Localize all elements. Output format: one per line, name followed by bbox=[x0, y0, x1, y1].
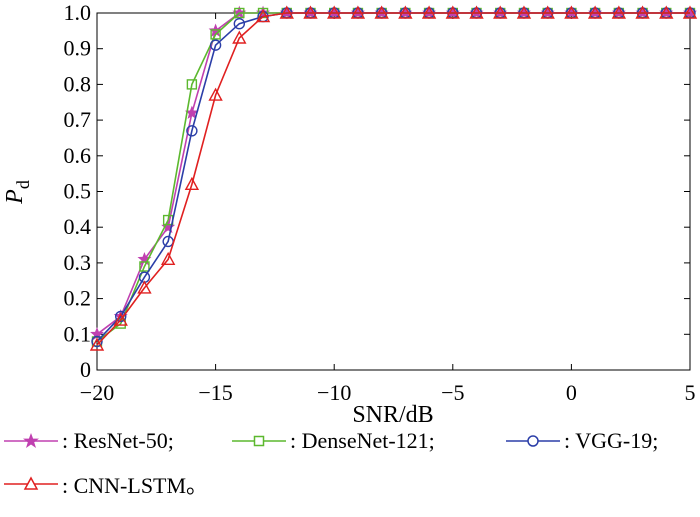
y-tick-label: 1.0 bbox=[64, 0, 92, 25]
data-point bbox=[635, 5, 650, 19]
square-marker-icon bbox=[232, 435, 286, 447]
series-line bbox=[96, 12, 690, 343]
data-point bbox=[682, 5, 698, 19]
data-point bbox=[184, 176, 200, 191]
y-tick-label: 0.8 bbox=[64, 71, 92, 96]
data-point bbox=[587, 5, 603, 19]
circle-marker-icon bbox=[506, 435, 560, 447]
x-tick-label: 5 bbox=[685, 380, 696, 405]
legend-item-densenet: : DenseNet-121; bbox=[232, 428, 435, 454]
data-point bbox=[493, 5, 508, 19]
x-tick-label: −5 bbox=[441, 380, 464, 405]
data-point bbox=[232, 30, 247, 44]
series-3 bbox=[89, 5, 698, 351]
data-point bbox=[421, 5, 437, 19]
data-point bbox=[91, 335, 103, 348]
x-tick-label: 0 bbox=[566, 380, 577, 405]
legend-item-cnn-lstm: : CNN-LSTM。 bbox=[4, 468, 208, 500]
data-point bbox=[398, 5, 413, 19]
series-2 bbox=[91, 7, 696, 348]
data-point bbox=[234, 7, 245, 19]
data-point bbox=[611, 5, 627, 19]
series-layer bbox=[89, 5, 698, 351]
data-point bbox=[139, 261, 150, 272]
star-marker-icon bbox=[4, 433, 58, 448]
series-line bbox=[96, 12, 690, 335]
data-point bbox=[186, 125, 198, 137]
x-tick-label: −15 bbox=[198, 380, 232, 405]
data-point bbox=[186, 79, 198, 90]
legend: : ResNet-50; : DenseNet-121; : VGG-19; :… bbox=[0, 428, 700, 517]
data-point bbox=[160, 251, 176, 266]
data-point bbox=[279, 5, 294, 19]
data-point bbox=[374, 5, 389, 19]
data-point bbox=[540, 5, 555, 19]
legend-label: : DenseNet-121; bbox=[290, 428, 435, 453]
legend-label: : CNN-LSTM。 bbox=[62, 473, 209, 498]
y-tick-label: 0 bbox=[80, 357, 91, 382]
plot-frame bbox=[96, 12, 691, 371]
x-tick-label: −20 bbox=[80, 380, 114, 405]
data-point bbox=[208, 87, 223, 101]
y-tick-label: 0.5 bbox=[64, 179, 92, 204]
y-tick-label: 0.6 bbox=[64, 143, 92, 168]
data-point bbox=[137, 280, 152, 294]
line-chart: −20 −15 −10 −5 0 5 0 0.1 0.2 0.3 0.4 0.5 0.6 0.7 0.8 0.… bbox=[2, 0, 698, 428]
data-point bbox=[469, 5, 484, 19]
y-axis-label: Pd bbox=[2, 180, 33, 205]
data-point bbox=[327, 5, 342, 19]
data-point bbox=[115, 310, 127, 323]
legend-item-resnet: : ResNet-50; bbox=[4, 428, 174, 454]
data-point bbox=[210, 29, 221, 40]
triangle-marker-icon bbox=[4, 476, 58, 490]
y-tick-label: 0.2 bbox=[64, 286, 92, 311]
legend-item-vgg: : VGG-19; bbox=[506, 428, 658, 454]
y-tick-label: 0.7 bbox=[64, 107, 92, 132]
data-point bbox=[303, 5, 318, 19]
data-point bbox=[564, 5, 579, 19]
data-point bbox=[350, 5, 366, 19]
y-tick-label: 0.9 bbox=[64, 36, 92, 61]
data-point bbox=[233, 18, 246, 30]
data-point bbox=[113, 312, 128, 326]
x-tick-label: −10 bbox=[317, 380, 351, 405]
series-line bbox=[96, 12, 690, 346]
y-tick-label: 0.3 bbox=[64, 250, 92, 275]
y-tick-label: 0.4 bbox=[64, 214, 92, 239]
legend-label: : VGG-19; bbox=[564, 428, 659, 453]
axes: −20 −15 −10 −5 0 5 0 0.1 0.2 0.3 0.4 0.5 0.6 0.7 0.8 0.… bbox=[64, 0, 696, 405]
data-point bbox=[255, 9, 271, 23]
series-1 bbox=[91, 7, 696, 347]
legend-label: : ResNet-50; bbox=[62, 428, 174, 453]
y-tick-label: 0.1 bbox=[64, 321, 92, 346]
series-line bbox=[96, 12, 690, 342]
data-point bbox=[209, 39, 222, 51]
data-point bbox=[659, 5, 674, 19]
x-axis-label: SNR/dB bbox=[352, 402, 433, 428]
data-point bbox=[445, 5, 460, 19]
series-0 bbox=[90, 5, 697, 341]
data-point bbox=[516, 5, 532, 19]
data-point bbox=[89, 337, 105, 351]
